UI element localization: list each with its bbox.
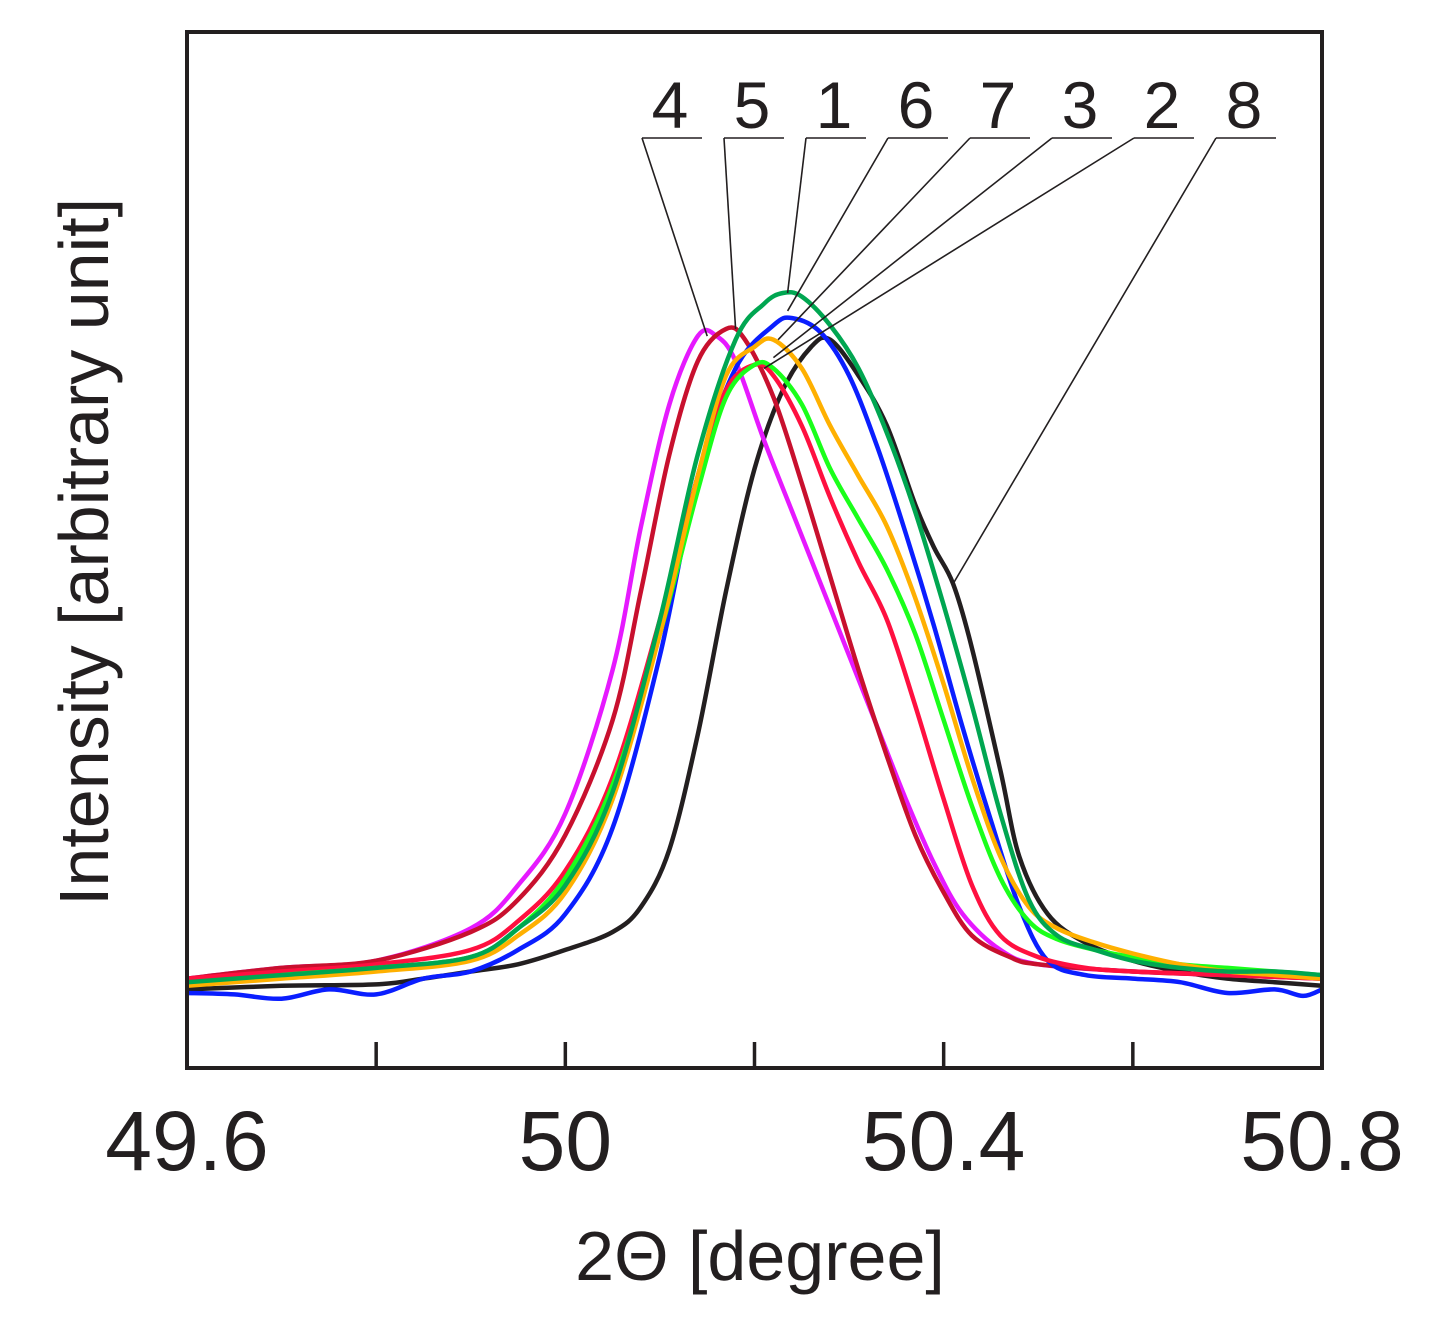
leader-line-2 [763, 137, 1135, 370]
series-line-2 [187, 361, 1322, 981]
series-line-3 [187, 359, 1322, 987]
x-axis-title: 2Θ [degree] [575, 1217, 945, 1295]
series-label-6: 6 [898, 68, 935, 142]
leader-line-8 [952, 137, 1217, 585]
y-axis-title: Intensity [arbitrary unit] [45, 198, 123, 906]
x-tick-label: 50.8 [1240, 1094, 1404, 1188]
x-tick-label: 49.6 [105, 1094, 269, 1188]
series-line-6 [187, 289, 1322, 985]
series-line-4 [187, 327, 1322, 981]
series-line-7 [187, 336, 1322, 989]
series-line-8 [187, 335, 1322, 992]
leader-line-3 [772, 137, 1053, 359]
leader-line-5 [723, 137, 737, 329]
series-layer [187, 289, 1322, 1002]
series-label-3: 3 [1062, 68, 1099, 142]
series-label-2: 2 [1144, 68, 1181, 142]
series-label-8: 8 [1226, 68, 1263, 142]
series-label-5: 5 [734, 68, 771, 142]
leader-line-7 [777, 137, 971, 341]
plot-frame [185, 30, 1324, 1070]
series-label-7: 7 [980, 68, 1017, 142]
series-line-1 [187, 315, 1322, 1002]
leader-line-6 [786, 137, 889, 312]
leader-line-1 [786, 137, 807, 294]
x-ticks: 49.6 50 50.4 50.8 [105, 1042, 1404, 1188]
leader-line-4 [641, 137, 708, 337]
series-label-1: 1 [816, 68, 853, 142]
x-tick-label: 50 [519, 1094, 612, 1188]
series-label-4: 4 [652, 68, 689, 142]
series-line-5 [187, 325, 1322, 981]
x-tick-label: 50.4 [862, 1094, 1026, 1188]
